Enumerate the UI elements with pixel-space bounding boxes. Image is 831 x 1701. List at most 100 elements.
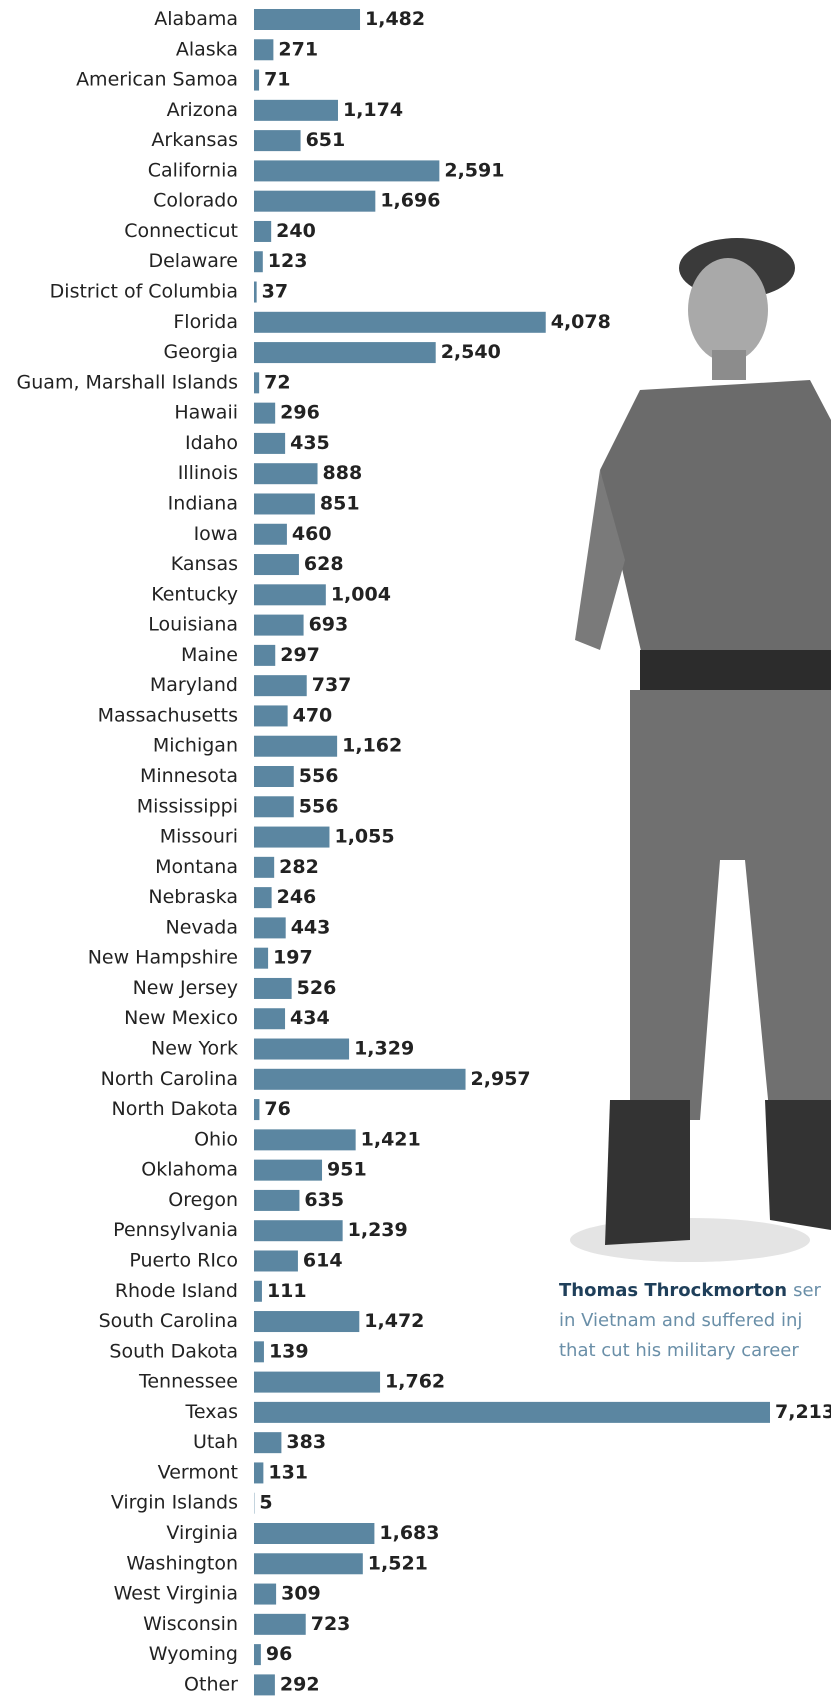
value-label: 2,591	[444, 159, 504, 181]
bar	[254, 463, 318, 484]
bar	[254, 251, 263, 272]
bar	[254, 615, 304, 636]
bar	[254, 282, 257, 303]
category-label: Rhode Island	[115, 1280, 238, 1302]
category-label: Other	[184, 1673, 238, 1695]
bar	[254, 675, 307, 696]
value-label: 614	[303, 1249, 343, 1271]
bar	[254, 403, 275, 424]
bar	[254, 1039, 349, 1060]
caption-text: ser	[793, 1280, 821, 1301]
category-label: New York	[151, 1038, 238, 1060]
category-label: Wisconsin	[143, 1613, 238, 1635]
value-label: 888	[323, 462, 363, 484]
category-label: New Mexico	[124, 1007, 238, 1029]
value-label: 443	[291, 916, 331, 938]
value-label: 1,421	[361, 1128, 421, 1150]
bar	[254, 191, 375, 212]
value-label: 434	[290, 1007, 330, 1029]
bar	[254, 1129, 356, 1150]
value-label: 111	[267, 1280, 307, 1302]
category-label: Alaska	[176, 38, 238, 60]
bar	[254, 948, 268, 969]
bar	[254, 524, 287, 545]
bar	[254, 766, 294, 787]
bar	[254, 1099, 259, 1120]
value-label: 5	[259, 1492, 272, 1514]
value-label: 71	[264, 69, 290, 91]
category-label: Maryland	[150, 674, 238, 696]
bar	[254, 1402, 770, 1423]
value-label: 526	[297, 977, 337, 999]
value-label: 1,472	[364, 1310, 424, 1332]
caption-line: that cut his military career	[559, 1340, 799, 1361]
bar	[254, 433, 285, 454]
category-label: Guam, Marshall Islands	[17, 371, 238, 393]
bar	[254, 1372, 380, 1393]
category-label: Louisiana	[148, 614, 238, 636]
bar	[254, 1160, 322, 1181]
value-label: 1,482	[365, 8, 425, 30]
bar	[254, 1584, 276, 1605]
bar	[254, 1311, 359, 1332]
value-label: 556	[299, 795, 339, 817]
value-label: 1,683	[379, 1522, 439, 1544]
value-label: 556	[299, 765, 339, 787]
value-label: 271	[278, 38, 318, 60]
category-label: South Carolina	[99, 1310, 238, 1332]
category-label: Maine	[181, 644, 238, 666]
category-label: Georgia	[164, 341, 239, 363]
category-label: Missouri	[160, 826, 238, 848]
bar	[254, 1462, 263, 1483]
bar	[254, 1008, 285, 1029]
page: Alabama1,482Alaska271American Samoa71Ari…	[0, 0, 831, 1697]
category-label: Tennessee	[138, 1371, 238, 1393]
category-label: Ohio	[194, 1128, 238, 1150]
category-label: North Dakota	[112, 1098, 239, 1120]
value-label: 72	[264, 371, 290, 393]
value-label: 246	[277, 886, 317, 908]
bar	[254, 39, 273, 60]
bar	[254, 130, 301, 151]
bar	[254, 9, 360, 30]
value-label: 1,055	[334, 826, 394, 848]
category-label: Washington	[126, 1552, 238, 1574]
value-label: 651	[306, 129, 346, 151]
bar	[254, 1432, 281, 1453]
bar	[254, 1069, 466, 1090]
bar	[254, 978, 292, 999]
category-label: Nebraska	[148, 886, 238, 908]
category-label: North Carolina	[101, 1068, 238, 1090]
category-label: Illinois	[178, 462, 238, 484]
bar	[254, 312, 546, 333]
category-label: California	[148, 159, 238, 181]
bar	[254, 70, 259, 91]
bar	[254, 857, 274, 878]
bar	[254, 796, 294, 817]
category-label: Minnesota	[140, 765, 238, 787]
bar	[254, 372, 259, 393]
value-label: 76	[264, 1098, 290, 1120]
value-label: 4,078	[551, 311, 611, 333]
value-label: 1,174	[343, 99, 403, 121]
bar	[254, 917, 286, 938]
category-label: Nevada	[166, 916, 239, 938]
category-label: Kansas	[171, 553, 238, 575]
bar	[254, 736, 337, 757]
value-label: 635	[304, 1189, 344, 1211]
category-label: Oregon	[168, 1189, 238, 1211]
value-label: 296	[280, 402, 320, 424]
value-label: 951	[327, 1159, 367, 1181]
value-label: 1,239	[348, 1219, 408, 1241]
category-label: Oklahoma	[141, 1159, 238, 1181]
category-label: Delaware	[148, 250, 238, 272]
bar	[254, 1553, 363, 1574]
bar	[254, 100, 338, 121]
value-label: 197	[273, 947, 313, 969]
category-label: Virgin Islands	[111, 1492, 238, 1514]
bar	[254, 705, 288, 726]
value-label: 292	[280, 1673, 320, 1695]
bar	[254, 1644, 261, 1665]
bar	[254, 887, 272, 908]
